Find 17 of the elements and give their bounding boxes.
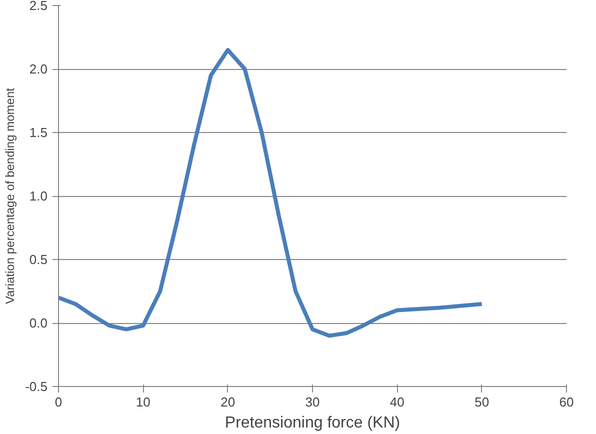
x-tick-label: 0 [54,394,62,410]
y-axis-title: Variation percentage of bending moment [3,87,18,304]
y-tick-label: 0.5 [29,252,48,267]
y-tick-label: 0.0 [29,316,48,330]
y-tick-label: 2.0 [29,62,48,76]
x-tick-label: 60 [559,394,574,410]
x-tick-label: 30 [305,394,320,410]
x-tick-label: 40 [390,394,404,410]
x-tick-label: 20 [220,394,236,410]
x-axis-title: Pretensioning force (KN) [224,414,400,432]
line-series [58,48,484,338]
y-tick-label: 2.5 [29,0,48,13]
y-tick-label: -0.5 [25,379,48,394]
x-tick-label: 10 [136,394,150,410]
y-tick-label: 1.0 [29,188,48,204]
x-tick-label: 50 [474,394,490,410]
y-tick-label: 1.5 [29,125,48,140]
